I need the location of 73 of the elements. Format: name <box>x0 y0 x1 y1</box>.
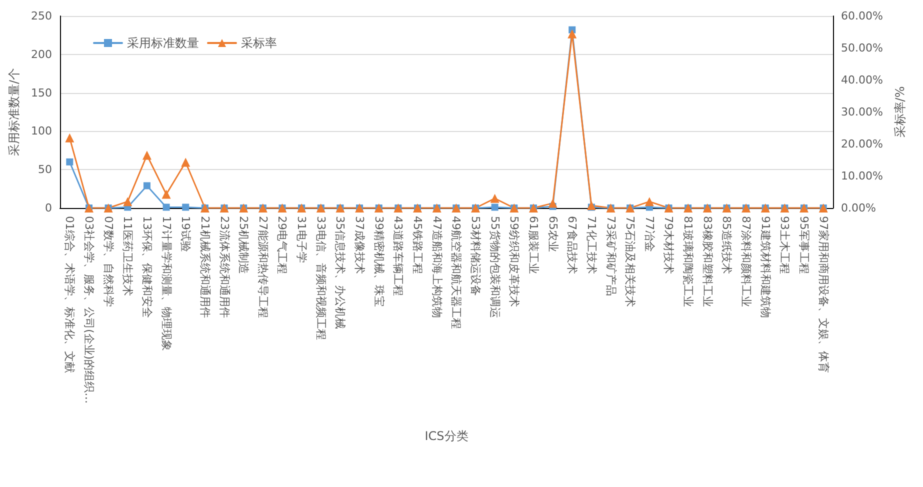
point <box>123 197 132 206</box>
x-tick-label: 37成像技术 <box>353 216 366 274</box>
y2-tick-label: 40.00% <box>841 74 883 86</box>
x-tick-label: 81玻璃和陶瓷工业 <box>682 216 695 307</box>
x-tick-label: 59纺织和皮革技术 <box>508 216 521 307</box>
point <box>548 198 558 208</box>
x-tick-label: 27能源和热传导工程 <box>256 216 270 318</box>
point <box>143 182 150 190</box>
x-tick-label: 79木材技术 <box>662 216 676 274</box>
y2-tick-label: 10.00% <box>841 170 883 182</box>
point <box>65 133 74 142</box>
point <box>162 190 171 199</box>
y-tick-label: 200 <box>31 48 52 61</box>
point <box>644 197 654 206</box>
x-tick-label: 75石油及相关技术 <box>624 216 637 307</box>
x-tick-label: 43道路车辆工程 <box>392 216 405 296</box>
x-tick-label: 21机械系统和通用件 <box>198 216 212 318</box>
y-tick-label: 150 <box>31 86 52 100</box>
x-tick-label: 83橡胶和塑料工业 <box>700 216 714 307</box>
point <box>66 158 74 166</box>
x-tick-label: 71化工技术 <box>584 216 598 274</box>
y-tick-label: 0 <box>45 202 52 214</box>
x-tick-label: 65农业 <box>546 216 560 252</box>
x-tick-label: 07数学、自然科学 <box>102 216 115 307</box>
y2-tick-label: 30.00% <box>841 106 883 118</box>
x-tick-label: 67食品技术 <box>566 216 579 274</box>
x-axis-title: ICS分类 <box>424 429 468 443</box>
x-tick-label: 33电信、音频和视频工程 <box>314 216 328 340</box>
x-tick-label: 93土木工程 <box>778 216 792 274</box>
x-tick-label: 53材料储运设备 <box>468 216 482 296</box>
point <box>162 204 170 211</box>
x-tick-label: 17计量学和测量、物理现象 <box>160 216 173 351</box>
point <box>181 158 190 167</box>
point <box>142 150 152 160</box>
x-tick-label: 25机械制造 <box>237 216 250 274</box>
x-tick-label: 19试验 <box>179 216 192 252</box>
point <box>586 200 596 210</box>
x-tick-label: 45铁路工程 <box>411 216 424 274</box>
x-tick-label: 13环保、保健和安全 <box>140 216 154 318</box>
x-tick-label: 73采矿和矿产品 <box>604 216 618 296</box>
y2-tick-label: 60.00% <box>841 10 883 22</box>
x-tick-label: 39精密机械、珠宝 <box>372 216 386 307</box>
point <box>182 204 190 211</box>
x-tick-label: 11医药卫生技术 <box>121 216 134 296</box>
legend-label: 采用标准数量 <box>127 36 199 50</box>
x-tick-label: 55货物的包装和调运 <box>488 216 502 318</box>
x-tick-label: 03社会学、服务、公司(企业)的组织… <box>82 216 96 404</box>
x-tick-label: 97家用和商用设备、文娱、体育 <box>816 216 830 373</box>
x-tick-label: 49航空器和航天器工程 <box>450 216 463 329</box>
x-tick-label: 95军事工程 <box>798 216 811 274</box>
y2-axis-title: 采标率/% <box>892 86 907 138</box>
y-tick-label: 50 <box>38 163 52 176</box>
x-tick-label: 77冶金 <box>642 216 656 252</box>
x-tick-label: 87涂料和颜料工业 <box>740 216 753 307</box>
y2-tick-label: 20.00% <box>841 138 883 150</box>
point <box>568 29 577 38</box>
legend-label: 采标率 <box>241 36 277 50</box>
point <box>490 194 500 203</box>
y2-tick-label: 50.00% <box>841 42 883 54</box>
x-tick-label: 35信息技术、办公机械 <box>334 216 347 329</box>
x-tick-label: 85造纸技术 <box>720 216 734 274</box>
y2-tick-label: 0.00% <box>841 202 876 214</box>
x-tick-label: 47造船和海上构筑物 <box>430 216 444 318</box>
x-tick-label: 31电子学 <box>295 216 308 263</box>
x-tick-label: 23流体系统和通用件 <box>218 216 231 318</box>
point <box>491 204 498 211</box>
y-tick-label: 100 <box>31 124 52 138</box>
x-tick-label: 29电气工程 <box>276 216 289 274</box>
x-tick-label: 91建筑材料和建筑物 <box>758 216 772 318</box>
y-tick-label: 250 <box>31 10 52 22</box>
y-axis-title: 采用标准数量/个 <box>7 68 22 156</box>
x-tick-label: 01综合、术语学、标准化、文献 <box>63 216 76 373</box>
x-tick-label: 61服装工业 <box>526 216 540 274</box>
